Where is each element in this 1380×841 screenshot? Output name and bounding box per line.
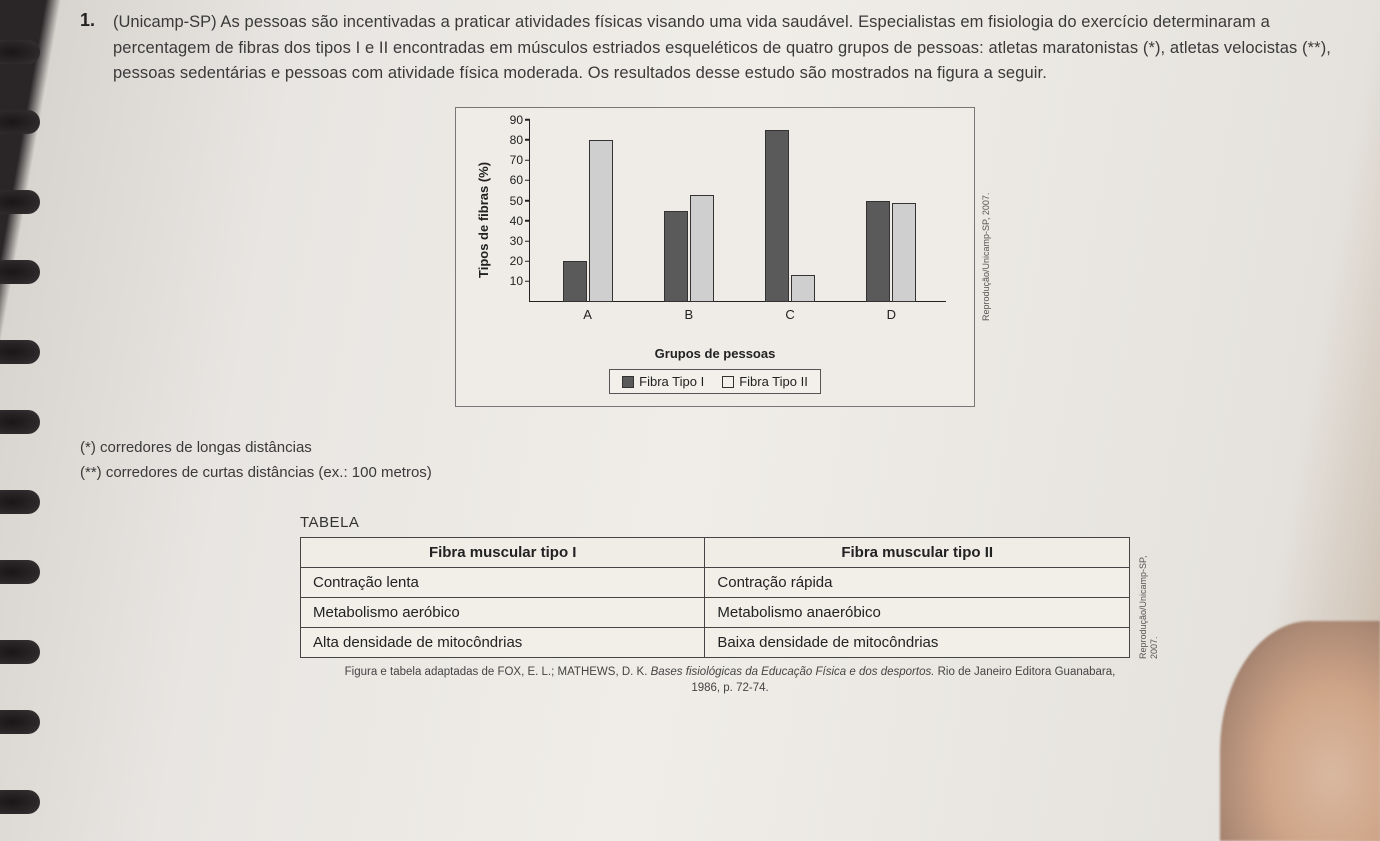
bar-group [755,130,825,302]
table-row: Metabolismo aeróbico Metabolismo anaerób… [301,597,1130,627]
chart-box: Tipos de fibras (%) ABCD 102030405060708… [455,107,975,407]
table-col-2: Fibra muscular tipo II [705,537,1130,567]
ytick-mark [525,261,530,263]
chart-bars [537,120,942,302]
question-text: (Unicamp-SP) As pessoas são incentivadas… [113,10,1350,87]
table-cell: Metabolismo aeróbico [301,597,705,627]
legend-item-1: Fibra Tipo I [622,374,704,389]
ytick-mark [525,220,530,222]
bar-type2 [892,203,916,302]
bar-type1 [765,130,789,302]
table-cell: Alta densidade de mitocôndrias [301,627,705,657]
spiral-hole [0,40,40,64]
legend-item-2: Fibra Tipo II [722,374,808,389]
chart-attribution: Reprodução/Unicamp-SP, 2007. [981,107,991,407]
caption-italic: Bases fisiológicas da Educação Física e … [651,666,935,678]
spiral-binding [0,0,50,841]
ytick-mark [525,139,530,141]
legend-label-2: Fibra Tipo II [739,374,808,389]
spiral-hole [0,340,40,364]
legend-label-1: Fibra Tipo I [639,374,704,389]
ytick-mark [525,281,530,283]
category-labels: A B C D [537,307,942,322]
bar-type2 [690,195,714,302]
spiral-hole [0,410,40,434]
category-label: A [553,307,623,322]
spiral-hole [0,560,40,584]
footnotes: (*) corredores de longas distâncias (**)… [80,435,1350,486]
table-row: Contração lenta Contração rápida [301,567,1130,597]
bar-type1 [563,261,587,301]
table-cell: Contração lenta [301,567,705,597]
table-cell: Contração rápida [705,567,1130,597]
ytick-mark [525,159,530,161]
caption-prefix: Figura e tabela adaptadas de FOX, E. L.;… [345,666,651,678]
footnote-b: (**) corredores de curtas distâncias (ex… [80,460,1350,486]
swatch-type1 [622,376,634,388]
bar-type1 [664,211,688,302]
question-body: As pessoas são incentivadas a praticar a… [113,13,1331,82]
chart-axes: ABCD 102030405060708090 [499,120,956,320]
ytick-mark [525,240,530,242]
spiral-hole [0,790,40,814]
table-cell: Baixa densidade de mitocôndrias [705,627,1130,657]
table-col-1: Fibra muscular tipo I [301,537,705,567]
ytick-mark [525,200,530,202]
table-attribution: Reprodução/Unicamp-SP, 2007. [1138,539,1160,659]
bar-group [654,195,724,302]
footnote-a: (*) corredores de longas distâncias [80,435,1350,461]
chart-container: Tipos de fibras (%) ABCD 102030405060708… [455,107,975,407]
y-axis [529,120,530,302]
table-header-row: Fibra muscular tipo I Fibra muscular tip… [301,537,1130,567]
fiber-table: Fibra muscular tipo I Fibra muscular tip… [300,537,1130,658]
ytick-mark [525,119,530,121]
page-content: 1. (Unicamp-SP) As pessoas são incentiva… [80,10,1350,696]
spiral-hole [0,490,40,514]
figure-caption: Figura e tabela adaptadas de FOX, E. L.;… [330,664,1130,696]
bar-type2 [589,140,613,302]
bar-group [856,201,926,302]
category-label: D [856,307,926,322]
question-source: (Unicamp-SP) [113,13,217,31]
table-label: TABELA [300,514,1350,531]
spiral-hole [0,190,40,214]
table-row: Alta densidade de mitocôndrias Baixa den… [301,627,1130,657]
spiral-hole [0,710,40,734]
spiral-hole [0,260,40,284]
spiral-hole [0,110,40,134]
chart-xlabel: Grupos de pessoas [474,346,956,361]
chart-legend: Fibra Tipo I Fibra Tipo II [609,369,821,394]
spiral-hole [0,640,40,664]
bar-type2 [791,275,815,301]
table-cell: Metabolismo anaeróbico [705,597,1130,627]
category-label: B [654,307,724,322]
question-block: 1. (Unicamp-SP) As pessoas são incentiva… [80,10,1350,87]
category-label: C [755,307,825,322]
ytick-mark [525,180,530,182]
chart-plot: Tipos de fibras (%) ABCD 102030405060708… [474,120,956,320]
chart-ylabel: Tipos de fibras (%) [474,120,493,320]
question-number: 1. [80,10,95,31]
bar-group [553,140,623,302]
swatch-type2 [722,376,734,388]
bar-type1 [866,201,890,302]
